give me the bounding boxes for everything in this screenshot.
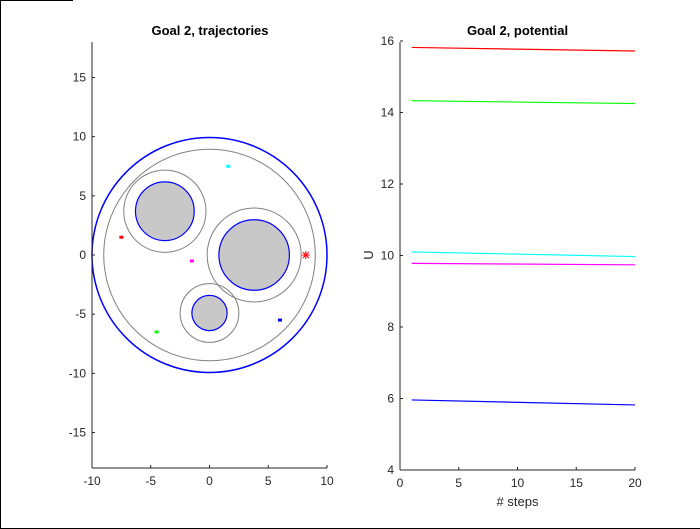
y-axis-label: U: [361, 250, 376, 259]
y-tick-label: 10: [381, 249, 395, 263]
plot-area: [411, 46, 636, 406]
series-line: [411, 399, 636, 406]
y-tick-label: 16: [381, 34, 395, 48]
obstacle-halo: [123, 169, 207, 253]
chart-title: Goal 2, potential: [467, 23, 568, 38]
trajectories-axes: Goal 2, trajectories -10 -5 0 5 10 -15 -10 -5 0 5…: [69, 23, 334, 488]
y-tick-label: 15: [73, 71, 87, 85]
y-tick-label: 0: [79, 248, 86, 262]
y-tick-label: -5: [75, 307, 86, 321]
x-tick-label: 10: [511, 476, 525, 490]
obstacle-halo: [206, 207, 302, 303]
agent-point: [189, 259, 194, 263]
ticks: 0 5 10 15 20 4 6 8 10 12 14 16: [381, 34, 642, 490]
potential-axes: Goal 2, potential # steps U 0 5 10 15 20 4 6 8 1…: [361, 23, 642, 509]
x-tick-label: 0: [206, 474, 213, 488]
workspace-inner-boundary: [103, 148, 316, 362]
series-line: [411, 100, 636, 105]
y-tick-label: 8: [387, 320, 394, 334]
x-tick-label: 15: [570, 476, 584, 490]
x-tick-label: -10: [83, 474, 101, 488]
obstacle-halo: [179, 283, 240, 343]
chart-title: Goal 2, trajectories: [151, 23, 268, 38]
plot-area: [91, 136, 328, 374]
y-tick-label: 5: [79, 189, 86, 203]
series-line: [411, 262, 636, 266]
goal-marker: [301, 251, 310, 259]
x-tick-label: 20: [628, 476, 642, 490]
y-tick-label: -15: [69, 426, 87, 440]
x-tick-label: 10: [320, 474, 334, 488]
x-tick-label: -5: [145, 474, 156, 488]
x-axis-label: # steps: [497, 494, 539, 509]
goal-marker-stroke: [302, 251, 310, 259]
y-tick-label: 4: [387, 463, 394, 477]
obstacle: [191, 294, 228, 332]
agent-point: [119, 235, 124, 239]
agent-point: [278, 318, 282, 322]
x-tick-label: 5: [455, 476, 462, 490]
y-tick-label: 14: [381, 106, 395, 120]
agent-point: [154, 330, 159, 334]
x-tick-label: 5: [265, 474, 272, 488]
agent-point: [226, 164, 231, 168]
x-tick-label: 0: [397, 476, 404, 490]
y-tick-label: 6: [387, 392, 394, 406]
obstacle: [134, 181, 195, 242]
series-line: [411, 251, 636, 258]
y-tick-label: 12: [381, 177, 395, 191]
y-tick-label: 10: [73, 130, 87, 144]
y-tick-label: -10: [69, 366, 87, 380]
ticks: -10 -5 0 5 10 -15 -10 -5 0 5 10 15: [69, 71, 334, 489]
obstacle: [218, 219, 290, 291]
series-line: [411, 46, 636, 52]
